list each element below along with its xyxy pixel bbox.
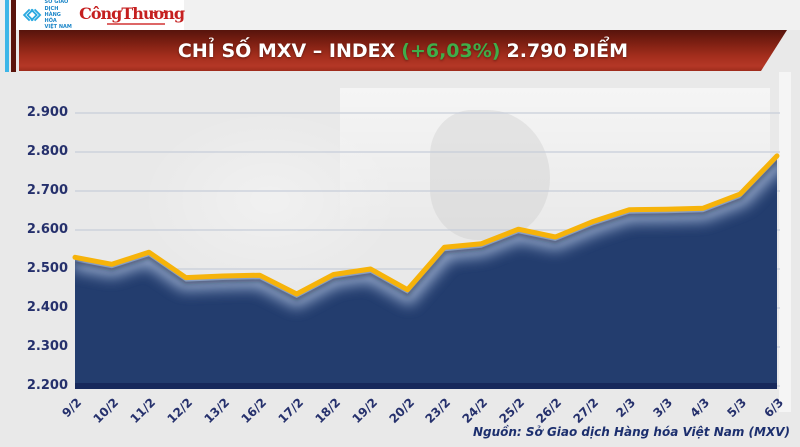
watermark-map-blob bbox=[140, 110, 400, 290]
mxv-logo-line2: HÀNG HÓA bbox=[44, 11, 61, 25]
watermark-right-strip bbox=[779, 72, 791, 412]
y-tick-label: 2.600 bbox=[26, 222, 68, 237]
chart-title: CHỈ SỐ MXV – INDEX (+6,03%) 2.790 ĐIỂM bbox=[178, 40, 628, 62]
source-note: Nguồn: Sở Giao dịch Hàng hóa Việt Nam (M… bbox=[472, 425, 790, 439]
y-tick-label: 2.800 bbox=[26, 144, 68, 159]
mxv-logo-line3: VIỆT NAM bbox=[44, 24, 72, 31]
y-tick-label: 2.400 bbox=[26, 300, 68, 315]
watermark-map-blob bbox=[430, 110, 550, 240]
x-axis-line bbox=[75, 383, 777, 389]
mxv-logo-line1: SỞ GIAO DỊCH bbox=[44, 0, 69, 12]
left-accent-stripe-maroon bbox=[11, 0, 16, 72]
y-tick-label: 2.500 bbox=[26, 261, 68, 276]
mxv-logo: SỞ GIAO DỊCH HÀNG HÓA VIỆT NAM bbox=[22, 0, 74, 31]
mxv-logo-text: SỞ GIAO DỊCH HÀNG HÓA VIỆT NAM bbox=[45, 0, 75, 31]
congthuong-logo-text: CôngThương bbox=[79, 3, 185, 23]
y-tick-label: 2.900 bbox=[26, 105, 68, 120]
index-line bbox=[72, 153, 780, 297]
congthuong-logo: CôngThương bbox=[79, 3, 185, 25]
chart-title-value: 2.790 ĐIỂM bbox=[506, 39, 629, 62]
logo-box: SỞ GIAO DỊCH HÀNG HÓA VIỆT NAM CôngThươn… bbox=[16, 0, 185, 31]
mxv-chevron-icon bbox=[22, 8, 42, 22]
congthuong-logo-underline bbox=[107, 22, 166, 25]
left-accent-stripe-cyan bbox=[5, 0, 9, 72]
y-tick-label: 2.200 bbox=[26, 378, 68, 393]
chart-title-change: (+6,03%) bbox=[401, 39, 501, 62]
title-banner: CHỈ SỐ MXV – INDEX (+6,03%) 2.790 ĐIỂM bbox=[19, 30, 787, 71]
y-tick-label: 2.300 bbox=[26, 339, 68, 354]
y-tick-label: 2.700 bbox=[26, 183, 68, 198]
chart-title-main: CHỈ SỐ MXV – INDEX bbox=[177, 39, 396, 62]
